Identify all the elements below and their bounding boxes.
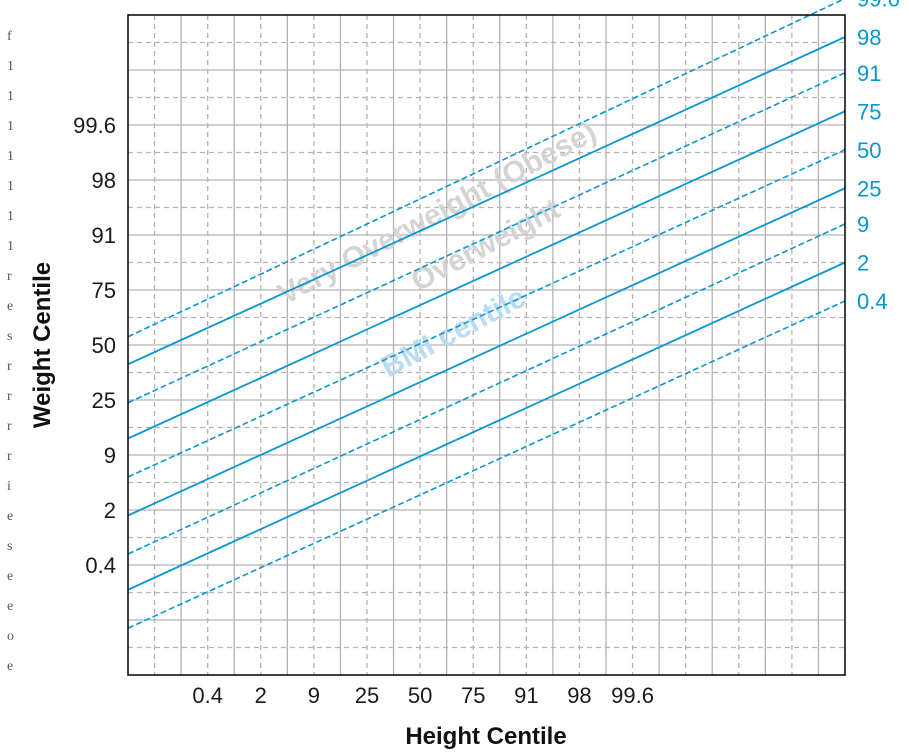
right-label: 0.4 <box>857 289 888 314</box>
edge-char: r <box>7 389 12 404</box>
centile-line-9 <box>127 223 846 555</box>
y-tick-label: 98 <box>92 168 116 193</box>
grid <box>128 15 845 675</box>
y-tick-label: 0.4 <box>85 553 116 578</box>
edge-char: o <box>7 629 14 644</box>
right-label: 2 <box>857 251 869 276</box>
edge-char: s <box>7 329 12 344</box>
centile-line-25 <box>127 187 846 517</box>
edge-char: s <box>7 539 12 554</box>
edge-char: e <box>7 299 13 314</box>
right-line-labels: 99.6 98 91 75 50 25 9 2 0.4 <box>857 0 900 314</box>
right-label: 50 <box>857 138 881 163</box>
x-tick-label: 25 <box>355 683 379 708</box>
centile-line-50 <box>127 149 846 478</box>
right-label: 75 <box>857 99 881 124</box>
y-axis-title: Weight Centile <box>29 262 56 428</box>
edge-char: e <box>7 509 13 524</box>
plot-frame <box>127 14 846 676</box>
edge-char: e <box>7 569 13 584</box>
centile-lines <box>127 0 846 629</box>
bmi-centile-watermark: BMI centile <box>376 281 531 384</box>
right-label: 98 <box>857 25 881 50</box>
x-tick-label: 0.4 <box>192 683 223 708</box>
edge-char: 1 <box>7 119 14 134</box>
edge-char: 1 <box>7 59 14 74</box>
y-tick-label: 50 <box>92 333 116 358</box>
centile-line-2 <box>127 261 846 591</box>
x-tick-label: 2 <box>255 683 267 708</box>
y-tick-labels: 99.6 98 91 75 50 25 9 2 0.4 <box>73 113 116 578</box>
edge-char: e <box>7 659 13 674</box>
x-tick-label: 91 <box>514 683 538 708</box>
edge-char: 1 <box>7 179 14 194</box>
right-label: 91 <box>857 61 881 86</box>
right-label: 9 <box>857 212 869 237</box>
edge-char: r <box>7 269 12 284</box>
y-tick-label: 2 <box>104 498 116 523</box>
centile-line-0-4 <box>127 300 846 629</box>
edge-char: f <box>7 29 12 44</box>
x-tick-label: 50 <box>408 683 432 708</box>
y-tick-label: 75 <box>92 278 116 303</box>
edge-char: 1 <box>7 89 14 104</box>
x-tick-label: 99.6 <box>611 683 654 708</box>
x-tick-label: 75 <box>461 683 485 708</box>
edge-char: 1 <box>7 149 14 164</box>
edge-char: r <box>7 359 12 374</box>
edge-char: r <box>7 449 12 464</box>
edge-char: e <box>7 599 13 614</box>
edge-char: 1 <box>7 239 14 254</box>
edge-char: 1 <box>7 209 14 224</box>
x-tick-label: 98 <box>567 683 591 708</box>
edge-char: r <box>7 419 12 434</box>
x-tick-label: 9 <box>308 683 320 708</box>
edge-char: i <box>7 479 11 494</box>
y-tick-label: 99.6 <box>73 113 116 138</box>
y-tick-label: 9 <box>104 443 116 468</box>
y-tick-label: 91 <box>92 223 116 248</box>
x-axis-title: Height Centile <box>405 723 566 750</box>
right-label: 25 <box>857 176 881 201</box>
centile-line-75 <box>127 110 846 440</box>
y-tick-label: 25 <box>92 388 116 413</box>
x-tick-labels: 0.4 2 9 25 50 75 91 98 99.6 <box>192 683 654 708</box>
centile-line-99-6 <box>127 0 844 338</box>
right-label: 99.6 <box>857 0 900 12</box>
centile-line-98 <box>127 36 846 366</box>
centile-line-91 <box>127 72 846 404</box>
